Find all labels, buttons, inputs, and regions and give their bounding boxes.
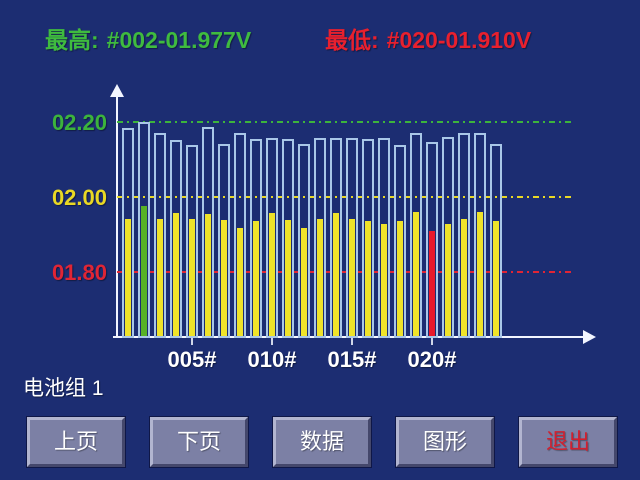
x-axis-tick: [271, 338, 273, 345]
graph-button[interactable]: 图形: [396, 417, 494, 467]
lowest-label: 最低:: [325, 27, 379, 53]
battery-bar-014: [330, 138, 342, 338]
battery-bar-fill: [429, 230, 435, 336]
battery-bar-fill: [365, 220, 371, 336]
battery-bar-019: [410, 132, 422, 338]
y-axis-arrow-icon: [110, 84, 124, 97]
x-axis-tick: [431, 338, 433, 345]
lowest-cell-readout: 最低: #020-01.910V: [325, 21, 531, 55]
battery-bar-fill: [333, 212, 339, 336]
battery-bar-005: [186, 145, 198, 338]
battery-bar-fill: [253, 220, 259, 336]
battery-bar-018: [394, 144, 406, 338]
x-axis-tick: [351, 338, 353, 345]
battery-bar-fill: [349, 219, 355, 336]
battery-bar-001: [122, 128, 134, 338]
exit-button[interactable]: 退出: [519, 417, 617, 467]
battery-bar-010: [266, 138, 278, 338]
battery-group-label: 电池组 1: [23, 377, 104, 400]
battery-bar-023: [474, 132, 486, 338]
battery-bar-fill: [221, 219, 227, 336]
battery-bar-fill: [477, 211, 483, 336]
highest-label: 最高:: [45, 27, 99, 53]
battery-bar-fill: [237, 227, 243, 336]
battery-bar-fill: [157, 219, 163, 336]
battery-bar-fill: [317, 219, 323, 336]
battery-bar-021: [442, 137, 454, 338]
battery-bar-011: [282, 138, 294, 338]
battery-bar-013: [314, 138, 326, 338]
battery-bar-008: [234, 132, 246, 338]
button-row: 上页 下页 数据 图形 退出: [0, 417, 640, 467]
battery-bar-fill: [269, 213, 275, 336]
battery-bar-016: [362, 138, 374, 338]
battery-bar-fill: [173, 212, 179, 336]
gridline-02.20: [117, 121, 573, 123]
battery-bar-fill: [397, 220, 403, 336]
highest-cell-readout: 最高: #002-01.977V: [45, 21, 251, 55]
x-axis-label: 015#: [327, 347, 377, 372]
battery-bar-017: [378, 138, 390, 338]
battery-bar-009: [250, 138, 262, 338]
x-axis-label: 020#: [407, 347, 457, 372]
y-axis-label: 02.20: [51, 110, 107, 135]
battery-bar-006: [202, 126, 214, 338]
battery-bar-024: [490, 143, 502, 338]
prev-page-button[interactable]: 上页: [27, 417, 125, 467]
battery-bar-015: [346, 138, 358, 338]
next-page-button[interactable]: 下页: [150, 417, 248, 467]
battery-bar-fill: [445, 224, 451, 336]
x-axis-label: 005#: [167, 347, 217, 372]
highest-value: #002-01.977V: [106, 27, 252, 53]
gridline-02.00: [117, 196, 573, 198]
battery-bar-fill: [285, 219, 291, 336]
battery-bar-fill: [141, 205, 147, 336]
battery-bar-fill: [413, 211, 419, 336]
gridline-01.80: [117, 271, 573, 273]
y-axis-line: [116, 95, 118, 338]
battery-bar-fill: [125, 219, 131, 336]
battery-bar-022: [458, 132, 470, 338]
y-axis-label: 01.80: [51, 260, 107, 285]
lowest-value: #020-01.910V: [386, 27, 532, 53]
battery-bar-002: [138, 122, 150, 338]
x-axis-tick: [191, 338, 193, 345]
data-button[interactable]: 数据: [273, 417, 371, 467]
battery-bar-004: [170, 140, 182, 338]
x-axis-arrow-icon: [583, 330, 596, 344]
battery-bar-012: [298, 143, 310, 338]
x-axis-label: 010#: [247, 347, 297, 372]
battery-bar-fill: [301, 228, 307, 336]
battery-bar-007: [218, 143, 230, 338]
battery-bar-fill: [189, 219, 195, 336]
battery-bar-020: [426, 141, 438, 338]
battery-bar-fill: [381, 224, 387, 336]
y-axis-label: 02.00: [51, 185, 107, 210]
battery-bar-fill: [493, 220, 499, 336]
battery-bar-fill: [205, 214, 211, 336]
battery-bar-003: [154, 132, 166, 338]
battery-bar-fill: [461, 219, 467, 336]
